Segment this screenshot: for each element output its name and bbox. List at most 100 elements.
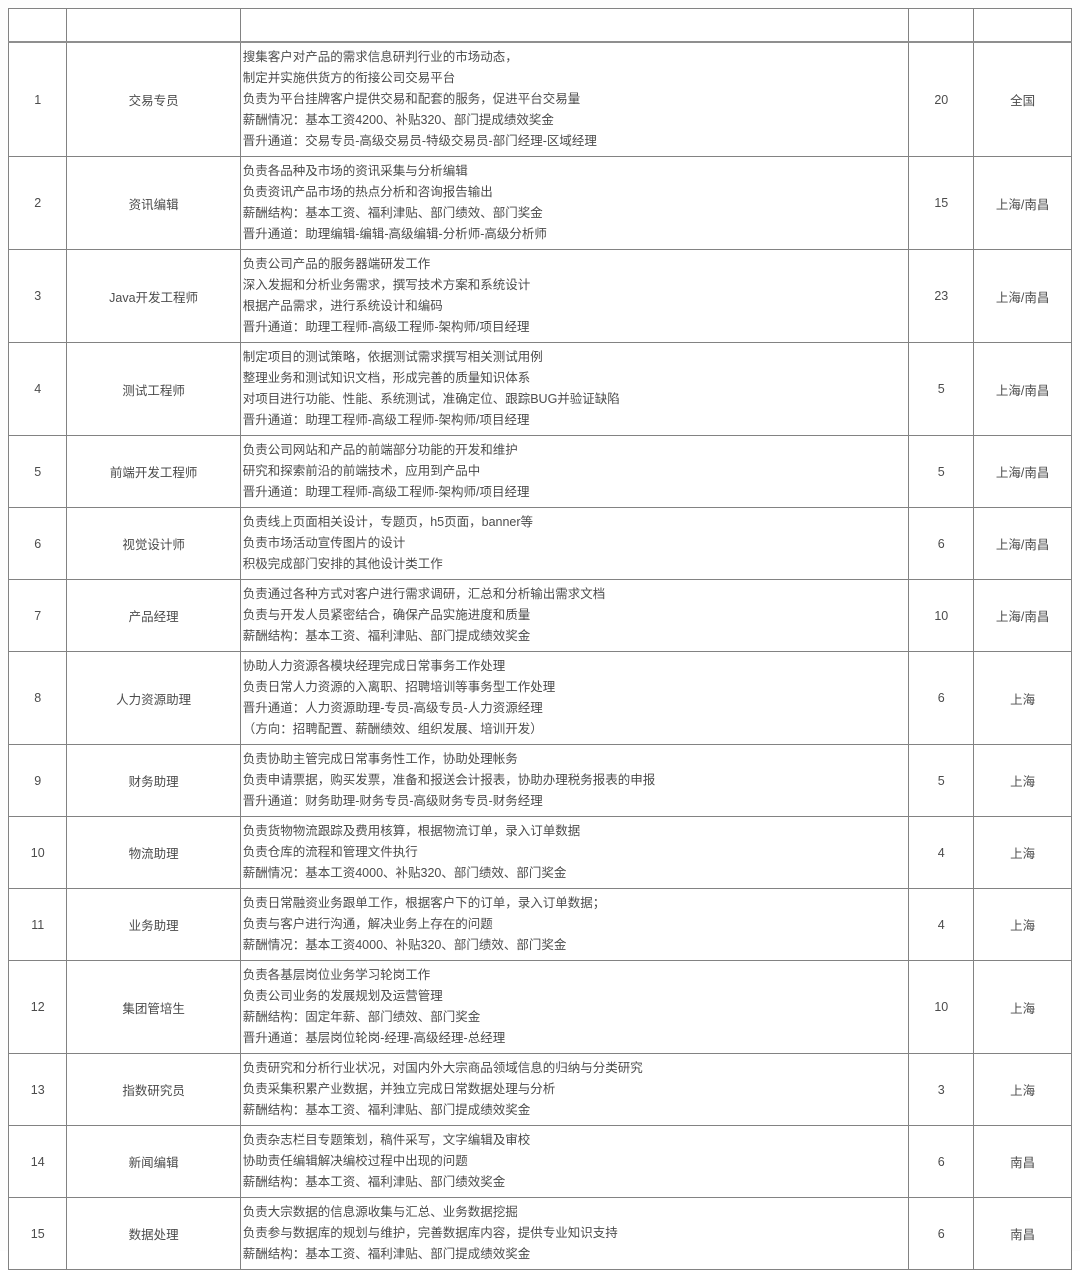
job-description-line: 负责各品种及市场的资讯采集与分析编辑	[242, 164, 468, 178]
job-description-line: 负责公司网站和产品的前端部分功能的开发和维护	[242, 443, 518, 457]
job-positions-table: 1 交易专员 搜集客户对产品的需求信息研判行业的市场动态， 制定并实施供货方的衔接公司…	[7, 8, 1072, 1270]
location-cell: 南昌	[973, 1197, 1072, 1270]
job-description-line: 晋升通道：交易专员-高级交易员-特级交易员-部门经理-区域经理	[242, 134, 597, 148]
job-description-cell: 负责协助主管完成日常事务性工作，协助处理帐务 负责申请票据，购买发票，准备和报送会…	[239, 744, 910, 817]
job-description-line: 负责公司业务的发展规划及运营管理	[242, 989, 443, 1003]
headcount-cell: 20	[908, 41, 975, 157]
job-description-line: 晋升通道：助理工程师-高级工程师-架构师/项目经理	[242, 320, 530, 334]
location-cell: 上海	[973, 888, 1072, 961]
headcount-cell: 5	[908, 744, 975, 817]
job-description-line: 薪酬结构：基本工资、福利津贴、部门绩效奖金	[242, 1175, 506, 1189]
job-description-line: 薪酬结构：固定年薪、部门绩效、部门奖金	[242, 1010, 481, 1024]
location-cell: 上海/南昌	[973, 579, 1072, 652]
location-cell: 上海/南昌	[973, 435, 1072, 508]
job-description-line: 负责为平台挂牌客户提供交易和配套的服务，促进平台交易量	[242, 92, 581, 106]
job-description-line: 积极完成部门安排的其他设计类工作	[242, 557, 443, 571]
headcount-cell: 15	[908, 156, 975, 250]
location-cell: 上海/南昌	[973, 342, 1072, 436]
row-number-cell: 14	[7, 1125, 68, 1198]
table-row: 6 视觉设计师 负责线上页面相关设计，专题页，h5页面，banner等 负责市场活动宣…	[7, 507, 1072, 580]
job-title-cell: 业务助理	[66, 888, 241, 961]
row-number-cell: 9	[7, 744, 68, 817]
table-row: 9 财务助理 负责协助主管完成日常事务性工作，协助处理帐务 负责申请票据，购买发票，准…	[7, 744, 1072, 817]
headcount-cell: 6	[908, 1197, 975, 1270]
headcount-cell: 3	[908, 1053, 975, 1126]
job-description-line: 薪酬结构：基本工资、福利津贴、部门提成绩效奖金	[242, 1247, 531, 1261]
job-description-cell: 负责公司网站和产品的前端部分功能的开发和维护 研究和探索前沿的前端技术，应用到产品…	[239, 435, 910, 508]
header-row	[7, 8, 1072, 43]
headcount-cell: 5	[908, 342, 975, 436]
job-title-cell: Java开发工程师	[66, 249, 241, 343]
header-cell-4	[973, 8, 1072, 43]
job-description-line: 协助责任编辑解决编校过程中出现的问题	[242, 1154, 468, 1168]
row-number-cell: 3	[7, 249, 68, 343]
table-row: 2 资讯编辑 负责各品种及市场的资讯采集与分析编辑负责资讯产品市场的热点分析和咨询报…	[7, 156, 1072, 250]
job-description-line: 负责采集积累产业数据，并独立完成日常数据处理与分析	[242, 1082, 556, 1096]
table-row: 15 数据处理 负责大宗数据的信息源收集与汇总、业务数据挖掘 负责参与数据库的规划与维…	[7, 1197, 1072, 1270]
location-cell: 上海	[973, 960, 1072, 1054]
job-title-cell: 视觉设计师	[66, 507, 241, 580]
job-description-cell: 负责研究和分析行业状况，对国内外大宗商品领域信息的归纳与分类研究 负责采集积累产业…	[239, 1053, 910, 1126]
table-row: 8 人力资源助理 协助人力资源各模块经理完成日常事务工作处理 负责日常人力资源的入离职…	[7, 651, 1072, 745]
header-cell-0	[7, 8, 68, 43]
job-title-cell: 新闻编辑	[66, 1125, 241, 1198]
job-description-line: 薪酬结构：基本工资、福利津贴、部门提成绩效奖金	[242, 629, 531, 643]
location-cell: 上海	[973, 744, 1072, 817]
location-cell: 全国	[973, 41, 1072, 157]
row-number-cell: 15	[7, 1197, 68, 1270]
job-description-line: 负责各基层岗位业务学习轮岗工作	[242, 968, 431, 982]
job-description-line: 负责资讯产品市场的热点分析和咨询报告输出	[242, 185, 493, 199]
job-description-line: 负责申请票据，购买发票，准备和报送会计报表，协助办理税务报表的申报	[242, 773, 656, 787]
header-cell-2	[239, 8, 910, 43]
location-cell: 上海/南昌	[973, 156, 1072, 250]
table-row: 5 前端开发工程师 负责公司网站和产品的前端部分功能的开发和维护 研究和探索前沿的前端…	[7, 435, 1072, 508]
row-number-cell: 6	[7, 507, 68, 580]
row-number-cell: 2	[7, 156, 68, 250]
headcount-cell: 6	[908, 651, 975, 745]
table-body: 1 交易专员 搜集客户对产品的需求信息研判行业的市场动态， 制定并实施供货方的衔接公司…	[7, 41, 1072, 1270]
row-number-cell: 4	[7, 342, 68, 436]
job-title-cell: 交易专员	[66, 41, 241, 157]
job-description-line: 负责日常人力资源的入离职、招聘培训等事务型工作处理	[242, 680, 556, 694]
job-description-line: 薪酬结构：基本工资、福利津贴、部门提成绩效奖金	[242, 1103, 531, 1117]
job-description-line: 负责货物物流跟踪及费用核算，根据物流订单，录入订单数据	[242, 824, 581, 838]
job-description-cell: 负责线上页面相关设计，专题页，h5页面，banner等 负责市场活动宣传图片的设计…	[239, 507, 910, 580]
job-title-cell: 产品经理	[66, 579, 241, 652]
job-description-line: 研究和探索前沿的前端技术，应用到产品中	[242, 464, 481, 478]
job-description-line: 根据产品需求，进行系统设计和编码	[242, 299, 443, 313]
location-cell: 上海/南昌	[973, 249, 1072, 343]
table-row: 14 新闻编辑 负责杂志栏目专题策划，稿件采写，文字编辑及审校 协助责任编辑解决编校过…	[7, 1125, 1072, 1198]
header-cell-3	[908, 8, 975, 43]
job-description-line: 搜集客户对产品的需求信息研判行业的市场动态，	[242, 50, 518, 64]
job-description-line: 负责参与数据库的规划与维护，完善数据库内容，提供专业知识支持	[242, 1226, 618, 1240]
headcount-cell: 4	[908, 888, 975, 961]
job-description-line: 深入发掘和分析业务需求，撰写技术方案和系统设计	[242, 278, 531, 292]
job-description-line: 薪酬结构：基本工资、福利津贴、部门绩效、部门奖金	[242, 206, 543, 220]
job-description-line: 薪酬情况：基本工资4000、补贴320、部门绩效、部门奖金	[242, 866, 567, 880]
job-description-line: 晋升通道：助理工程师-高级工程师-架构师/项目经理	[242, 485, 530, 499]
job-description-cell: 负责公司产品的服务器端研发工作 深入发掘和分析业务需求，撰写技术方案和系统设计 根据…	[239, 249, 910, 343]
job-description-cell: 负责各品种及市场的资讯采集与分析编辑负责资讯产品市场的热点分析和咨询报告输出薪酬…	[239, 156, 910, 250]
table-row: 11 业务助理 负责日常融资业务跟单工作，根据客户下的订单，录入订单数据； 负责与客户…	[7, 888, 1072, 961]
job-title-cell: 集团管培生	[66, 960, 241, 1054]
job-title-cell: 数据处理	[66, 1197, 241, 1270]
job-title-cell: 资讯编辑	[66, 156, 241, 250]
headcount-cell: 10	[908, 579, 975, 652]
headcount-cell: 6	[908, 507, 975, 580]
row-number-cell: 12	[7, 960, 68, 1054]
location-cell: 上海	[973, 1053, 1072, 1126]
job-description-line: 整理业务和测试知识文档，形成完善的质量知识体系	[242, 371, 531, 385]
job-title-cell: 前端开发工程师	[66, 435, 241, 508]
job-description-line: 协助人力资源各模块经理完成日常事务工作处理	[242, 659, 506, 673]
job-description-line: 负责与开发人员紧密结合，确保产品实施进度和质量	[242, 608, 531, 622]
job-description-line: 负责日常融资业务跟单工作，根据客户下的订单，录入订单数据；	[242, 896, 606, 910]
job-description-line: 晋升通道：助理编辑-编辑-高级编辑-分析师-高级分析师	[242, 227, 547, 241]
job-description-cell: 负责日常融资业务跟单工作，根据客户下的订单，录入订单数据； 负责与客户进行沟通，解…	[239, 888, 910, 961]
job-description-line: 晋升通道：基层岗位轮岗-经理-高级经理-总经理	[242, 1031, 506, 1045]
row-number-cell: 5	[7, 435, 68, 508]
job-description-line: 负责研究和分析行业状况，对国内外大宗商品领域信息的归纳与分类研究	[242, 1061, 643, 1075]
table-row: 4 测试工程师 制定项目的测试策略，依据测试需求撰写相关测试用例 整理业务和测试知识文…	[7, 342, 1072, 436]
row-number-cell: 10	[7, 816, 68, 889]
headcount-cell: 6	[908, 1125, 975, 1198]
job-description-line: 负责线上页面相关设计，专题页，h5页面，banner等	[242, 515, 534, 529]
